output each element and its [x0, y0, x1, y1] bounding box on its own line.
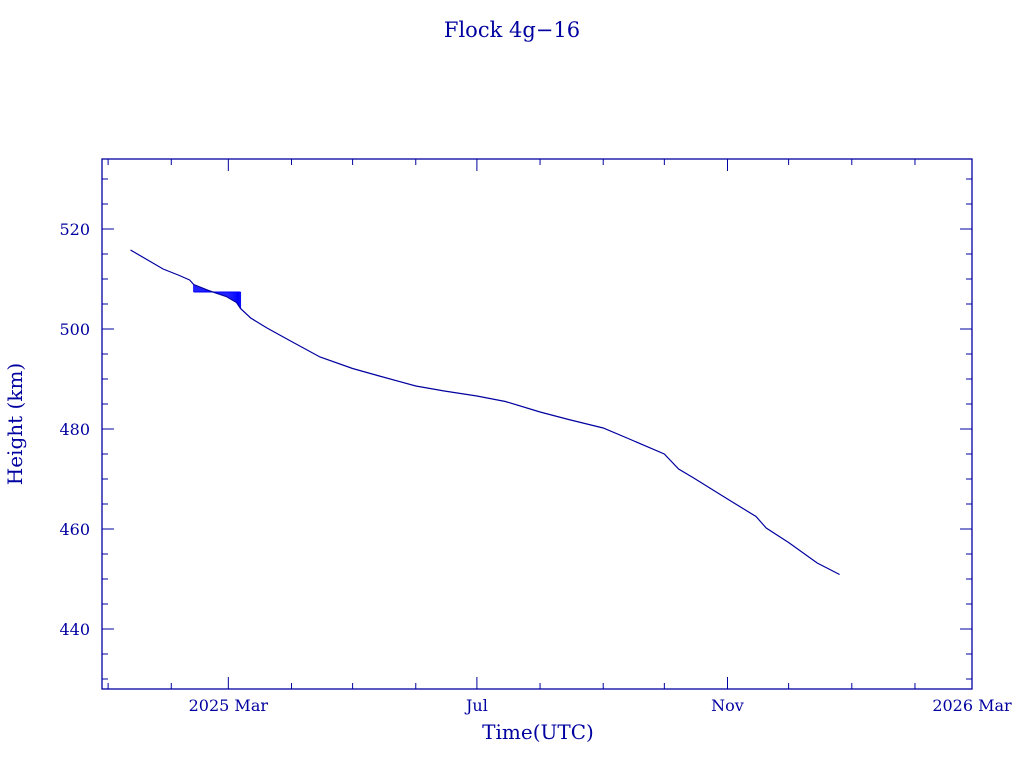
- y-axis-label: Height (km): [3, 363, 27, 485]
- x-tick-label: 2025 Mar: [189, 696, 269, 715]
- y-tick-labels: 440 460 480 500 520: [59, 220, 90, 639]
- fluctuation-band: [193, 284, 242, 309]
- x-tick-label: Nov: [711, 696, 744, 715]
- y-tick-label: 460: [59, 520, 90, 539]
- axis-ticks: [102, 159, 973, 689]
- y-tick-label: 520: [59, 220, 90, 239]
- x-tick-label: Jul: [464, 696, 488, 715]
- x-tick-label: 2026 Mar: [932, 696, 1012, 715]
- y-tick-label: 440: [59, 620, 90, 639]
- y-tick-label: 480: [59, 420, 90, 439]
- x-axis-label: Time(UTC): [482, 720, 594, 744]
- y-tick-label: 500: [59, 320, 90, 339]
- chart-title: Flock 4g−16: [444, 18, 580, 42]
- series-line: [130, 249, 840, 576]
- x-tick-labels: 2025 Mar Jul Nov 2026 Mar: [189, 696, 1012, 715]
- plot-frame: [101, 158, 973, 690]
